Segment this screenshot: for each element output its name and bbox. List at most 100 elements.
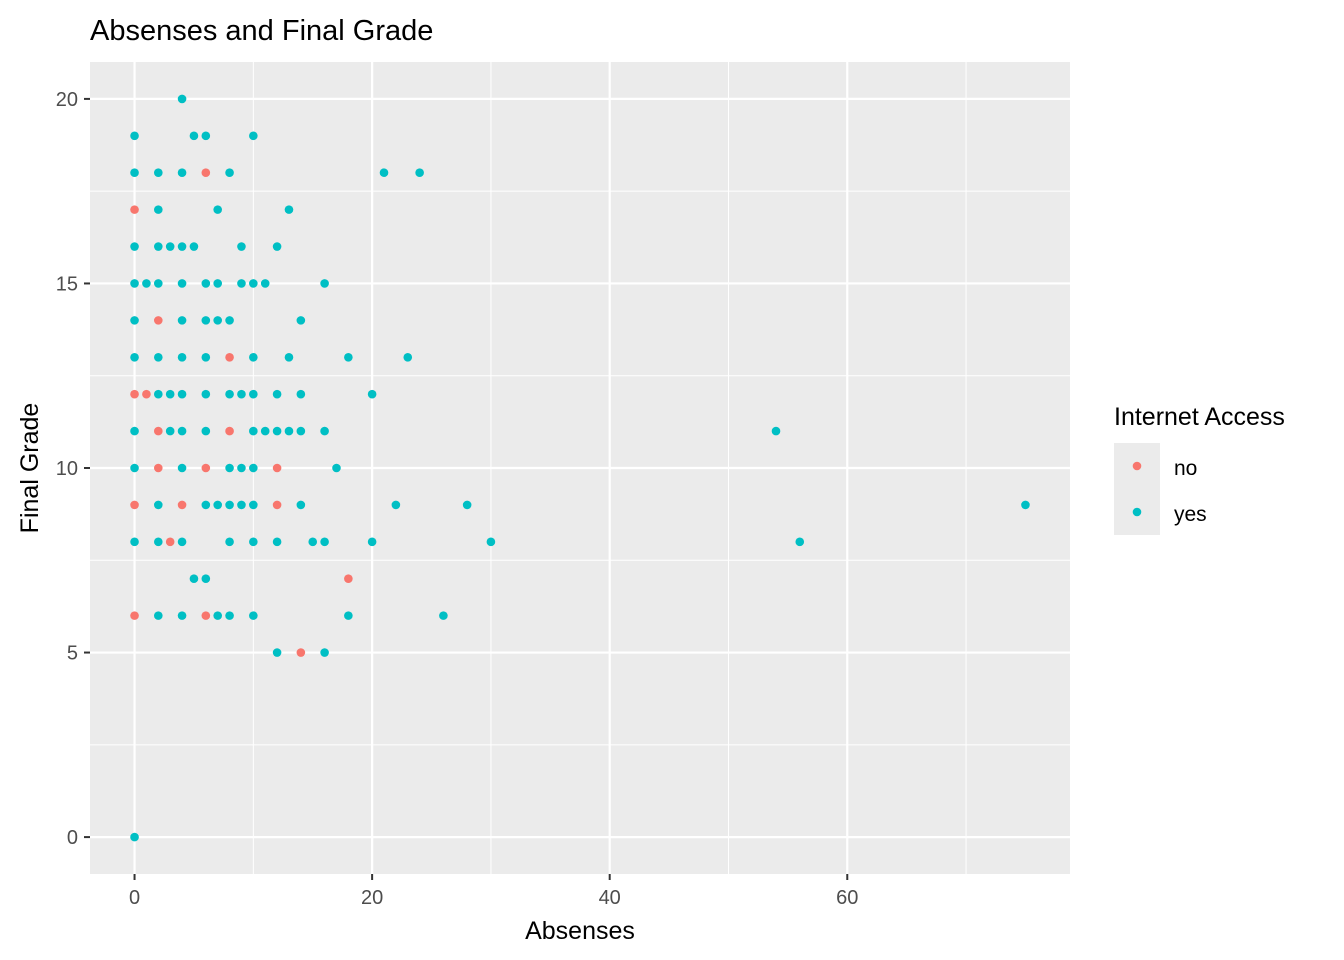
point-yes	[284, 426, 294, 436]
point-yes	[367, 389, 377, 399]
point-yes	[237, 463, 246, 473]
point-yes	[225, 500, 234, 510]
point-yes	[213, 316, 222, 325]
point-yes	[249, 279, 258, 288]
point-yes	[225, 389, 234, 399]
x-tick-label: 60	[836, 887, 858, 909]
point-yes	[177, 389, 187, 399]
point-yes	[260, 279, 270, 288]
y-tick-label: 15	[56, 273, 78, 295]
point-yes	[189, 242, 199, 251]
point-yes	[439, 611, 448, 620]
point-yes	[296, 500, 306, 510]
y-tick-label: 20	[56, 89, 78, 111]
chart-title: Absenses and Final Grade	[90, 15, 433, 47]
point-yes	[177, 94, 187, 104]
data-points	[130, 94, 1030, 842]
point-yes	[486, 537, 496, 547]
point-yes	[130, 832, 139, 842]
point-no	[225, 352, 234, 362]
point-no	[201, 168, 211, 178]
point-yes	[177, 537, 187, 547]
point-yes	[213, 500, 222, 510]
legend-marker-yes	[1132, 507, 1142, 517]
point-yes	[201, 500, 211, 510]
point-yes	[201, 389, 211, 399]
x-tick-label: 40	[599, 887, 621, 909]
point-yes	[237, 242, 246, 251]
point-yes	[130, 316, 139, 325]
point-no	[272, 463, 282, 473]
point-yes	[130, 537, 139, 547]
point-yes	[284, 352, 294, 362]
point-yes	[272, 242, 282, 251]
y-tick-label: 5	[67, 643, 78, 665]
x-axis-label: Absenses	[525, 917, 635, 945]
point-no	[165, 537, 175, 547]
legend-label-no: no	[1174, 457, 1197, 480]
point-yes	[320, 279, 329, 288]
point-yes	[237, 500, 246, 510]
point-yes	[344, 611, 353, 620]
point-yes	[154, 168, 163, 178]
point-yes	[130, 242, 139, 251]
point-no	[130, 611, 139, 620]
point-yes	[249, 463, 258, 473]
point-yes	[332, 463, 341, 473]
x-tick-label: 0	[129, 887, 140, 909]
point-yes	[177, 316, 187, 325]
point-yes	[379, 168, 389, 178]
point-yes	[272, 426, 282, 436]
point-yes	[272, 537, 282, 547]
point-yes	[367, 537, 377, 547]
point-no	[296, 648, 306, 657]
point-no	[130, 389, 139, 399]
point-yes	[130, 279, 139, 288]
point-yes	[201, 574, 211, 584]
point-yes	[154, 205, 163, 214]
point-yes	[237, 279, 246, 288]
point-yes	[391, 500, 401, 510]
legend-title: Internet Access	[1114, 403, 1285, 431]
point-yes	[308, 537, 318, 547]
point-yes	[177, 352, 187, 362]
point-no	[344, 574, 353, 584]
point-yes	[154, 500, 163, 510]
point-yes	[177, 426, 187, 436]
point-yes	[201, 279, 211, 288]
point-yes	[154, 242, 163, 251]
point-yes	[201, 426, 211, 436]
point-yes	[177, 279, 187, 288]
point-yes	[249, 537, 258, 547]
point-yes	[177, 611, 187, 620]
point-no	[201, 463, 211, 473]
point-yes	[201, 131, 211, 141]
point-yes	[165, 426, 175, 436]
y-axis-label: Final Grade	[16, 403, 44, 534]
point-no	[201, 611, 211, 620]
point-yes	[344, 352, 353, 362]
point-yes	[177, 168, 187, 178]
point-yes	[165, 242, 175, 251]
point-yes	[320, 426, 329, 436]
point-yes	[130, 352, 139, 362]
point-no	[177, 500, 187, 510]
point-yes	[177, 463, 187, 473]
point-yes	[225, 611, 234, 620]
point-yes	[225, 463, 234, 473]
point-yes	[225, 537, 234, 547]
point-yes	[272, 389, 282, 399]
point-yes	[403, 352, 413, 362]
point-yes	[249, 389, 258, 399]
point-yes	[249, 611, 258, 620]
point-yes	[154, 279, 163, 288]
x-axis-ticks: 0 20 40 60	[129, 874, 858, 909]
point-yes	[284, 205, 294, 214]
point-yes	[154, 611, 163, 620]
point-yes	[213, 611, 222, 620]
point-yes	[189, 131, 199, 141]
legend-label-yes: yes	[1174, 503, 1207, 526]
point-yes	[165, 389, 175, 399]
y-tick-label: 10	[56, 458, 78, 480]
